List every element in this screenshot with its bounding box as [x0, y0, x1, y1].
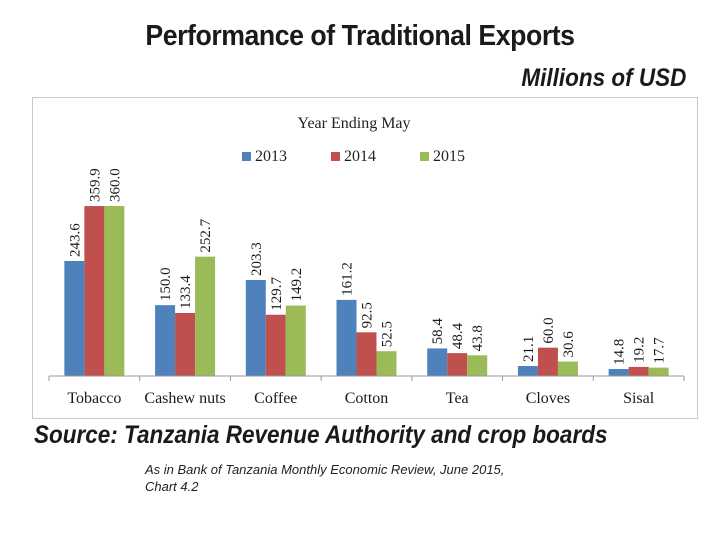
bar-2015-tobacco — [104, 206, 125, 376]
bar-2013-cashew-nuts — [155, 305, 176, 376]
citation-line-1: As in Bank of Tanzania Monthly Economic … — [145, 462, 505, 477]
bar-2014-sisal — [628, 366, 649, 376]
category-label: Sisal — [623, 390, 655, 407]
bar-2013-sisal — [608, 369, 629, 376]
category-label: Coffee — [254, 390, 297, 407]
bar-2013-cotton — [336, 299, 357, 376]
bar-2015-tea — [467, 355, 488, 376]
category-label: Cotton — [345, 390, 389, 407]
source-text: Tanzania Revenue Authority and crop boar… — [124, 421, 608, 449]
data-label: 92.5 — [360, 302, 376, 328]
bar-2013-tea — [427, 348, 448, 376]
data-label: 43.8 — [470, 325, 486, 351]
legend-label-2014: 2014 — [344, 148, 376, 165]
bar-2014-coffee — [265, 314, 286, 376]
bar-2013-tobacco — [64, 260, 85, 376]
legend: 2013 2014 2015 — [242, 148, 465, 165]
bar-2015-cloves — [557, 361, 578, 376]
data-label: 161.2 — [340, 262, 356, 296]
data-label: 243.6 — [67, 223, 83, 257]
bar-2015-coffee — [285, 305, 306, 376]
legend-swatch-2014 — [331, 152, 340, 161]
data-label: 359.9 — [87, 168, 103, 202]
bar-2014-tobacco — [84, 206, 105, 376]
data-label: 150.0 — [158, 267, 174, 301]
data-label: 203.3 — [249, 242, 265, 276]
citation-line-2: Chart 4.2 — [145, 479, 199, 494]
units-label: Millions of USD — [521, 64, 686, 92]
bars-group: 243.6 359.9 360.0 150.0 133.4 252.7 203.3129.7… — [64, 168, 669, 376]
data-label: 252.7 — [198, 218, 214, 252]
data-label: 129.7 — [269, 277, 285, 311]
bar-2014-cashew-nuts — [175, 313, 196, 376]
data-label: 17.7 — [652, 337, 668, 364]
legend-swatch-2013 — [242, 152, 251, 161]
data-label: 19.2 — [632, 337, 648, 363]
data-label: 14.8 — [612, 339, 628, 365]
category-label: Tobacco — [67, 390, 121, 407]
data-label: 60.0 — [541, 317, 557, 343]
data-label: 30.6 — [561, 331, 577, 358]
bar-2013-cloves — [517, 366, 538, 376]
category-label: Tea — [446, 390, 469, 407]
bar-2014-cotton — [356, 332, 377, 376]
bar-2015-cashew-nuts — [195, 256, 216, 376]
chart-title: Year Ending May — [297, 115, 410, 132]
citation-note: As in Bank of Tanzania Monthly Economic … — [145, 461, 585, 495]
source-label: Source: — [34, 421, 118, 449]
data-label: 360.0 — [107, 168, 123, 202]
category-label: Cashew nuts — [144, 390, 225, 407]
legend-swatch-2015 — [420, 152, 429, 161]
data-label: 149.2 — [289, 268, 305, 302]
legend-label-2015: 2015 — [433, 148, 465, 165]
bar-2014-tea — [447, 353, 468, 376]
data-label: 48.4 — [450, 322, 466, 349]
bar-2015-cotton — [376, 351, 397, 376]
category-label: Cloves — [526, 390, 570, 407]
data-label: 52.5 — [380, 321, 396, 347]
bar-2015-sisal — [648, 367, 669, 376]
x-axis: Tobacco Cashew nuts Coffee Cotton Tea Cloves S… — [48, 375, 685, 407]
data-label: 21.1 — [521, 336, 537, 362]
source-line: Source: Tanzania Revenue Authority and c… — [34, 421, 607, 450]
page-title: Performance of Traditional Exports — [145, 20, 575, 52]
bar-2013-coffee — [245, 279, 266, 376]
data-label: 58.4 — [430, 318, 446, 345]
data-label: 133.4 — [178, 275, 194, 309]
legend-label-2013: 2013 — [255, 148, 287, 165]
bar-2014-cloves — [537, 347, 558, 376]
